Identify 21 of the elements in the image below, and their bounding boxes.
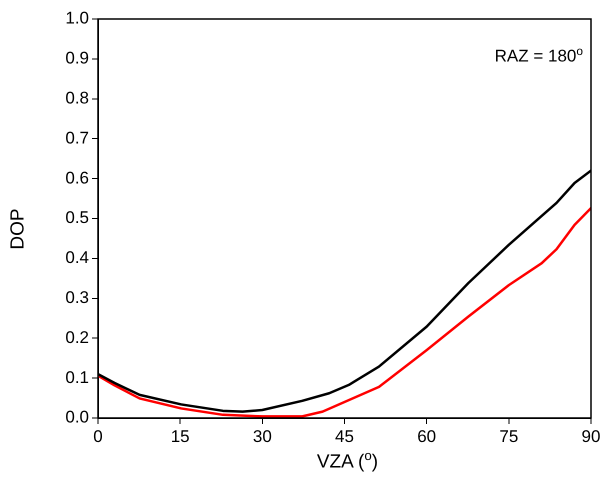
y-tick-label: 0.4	[65, 248, 89, 268]
x-tick-label: 45	[335, 426, 354, 446]
annotation: RAZ = 180$^{o}$	[494, 44, 583, 67]
x-tick-label: 60	[417, 426, 436, 446]
x-axis-title: VZA ($^{o}$)	[316, 448, 380, 474]
y-tick-label: 0.3	[65, 288, 89, 307]
y-tick-label: 0.9	[65, 48, 89, 68]
y-tick-label: 0.6	[65, 168, 89, 188]
y-axis-title: DOP	[8, 208, 30, 250]
y-tick-label: 0.5	[65, 208, 89, 228]
y-tick-label: 0.1	[65, 368, 89, 387]
x-tick-label: 75	[499, 426, 518, 446]
x-tick-label: 90	[582, 426, 600, 446]
y-tick-label: 1.0	[65, 8, 89, 28]
x-tick-label: 15	[170, 426, 190, 446]
x-tick-label: 0	[93, 426, 103, 446]
x-tick-label: 30	[252, 426, 272, 446]
y-tick-label: 0.0	[65, 408, 89, 427]
y-tick-label: 0.2	[65, 328, 89, 347]
y-tick-label: 0.7	[65, 128, 89, 148]
y-tick-label: 0.8	[65, 88, 89, 108]
